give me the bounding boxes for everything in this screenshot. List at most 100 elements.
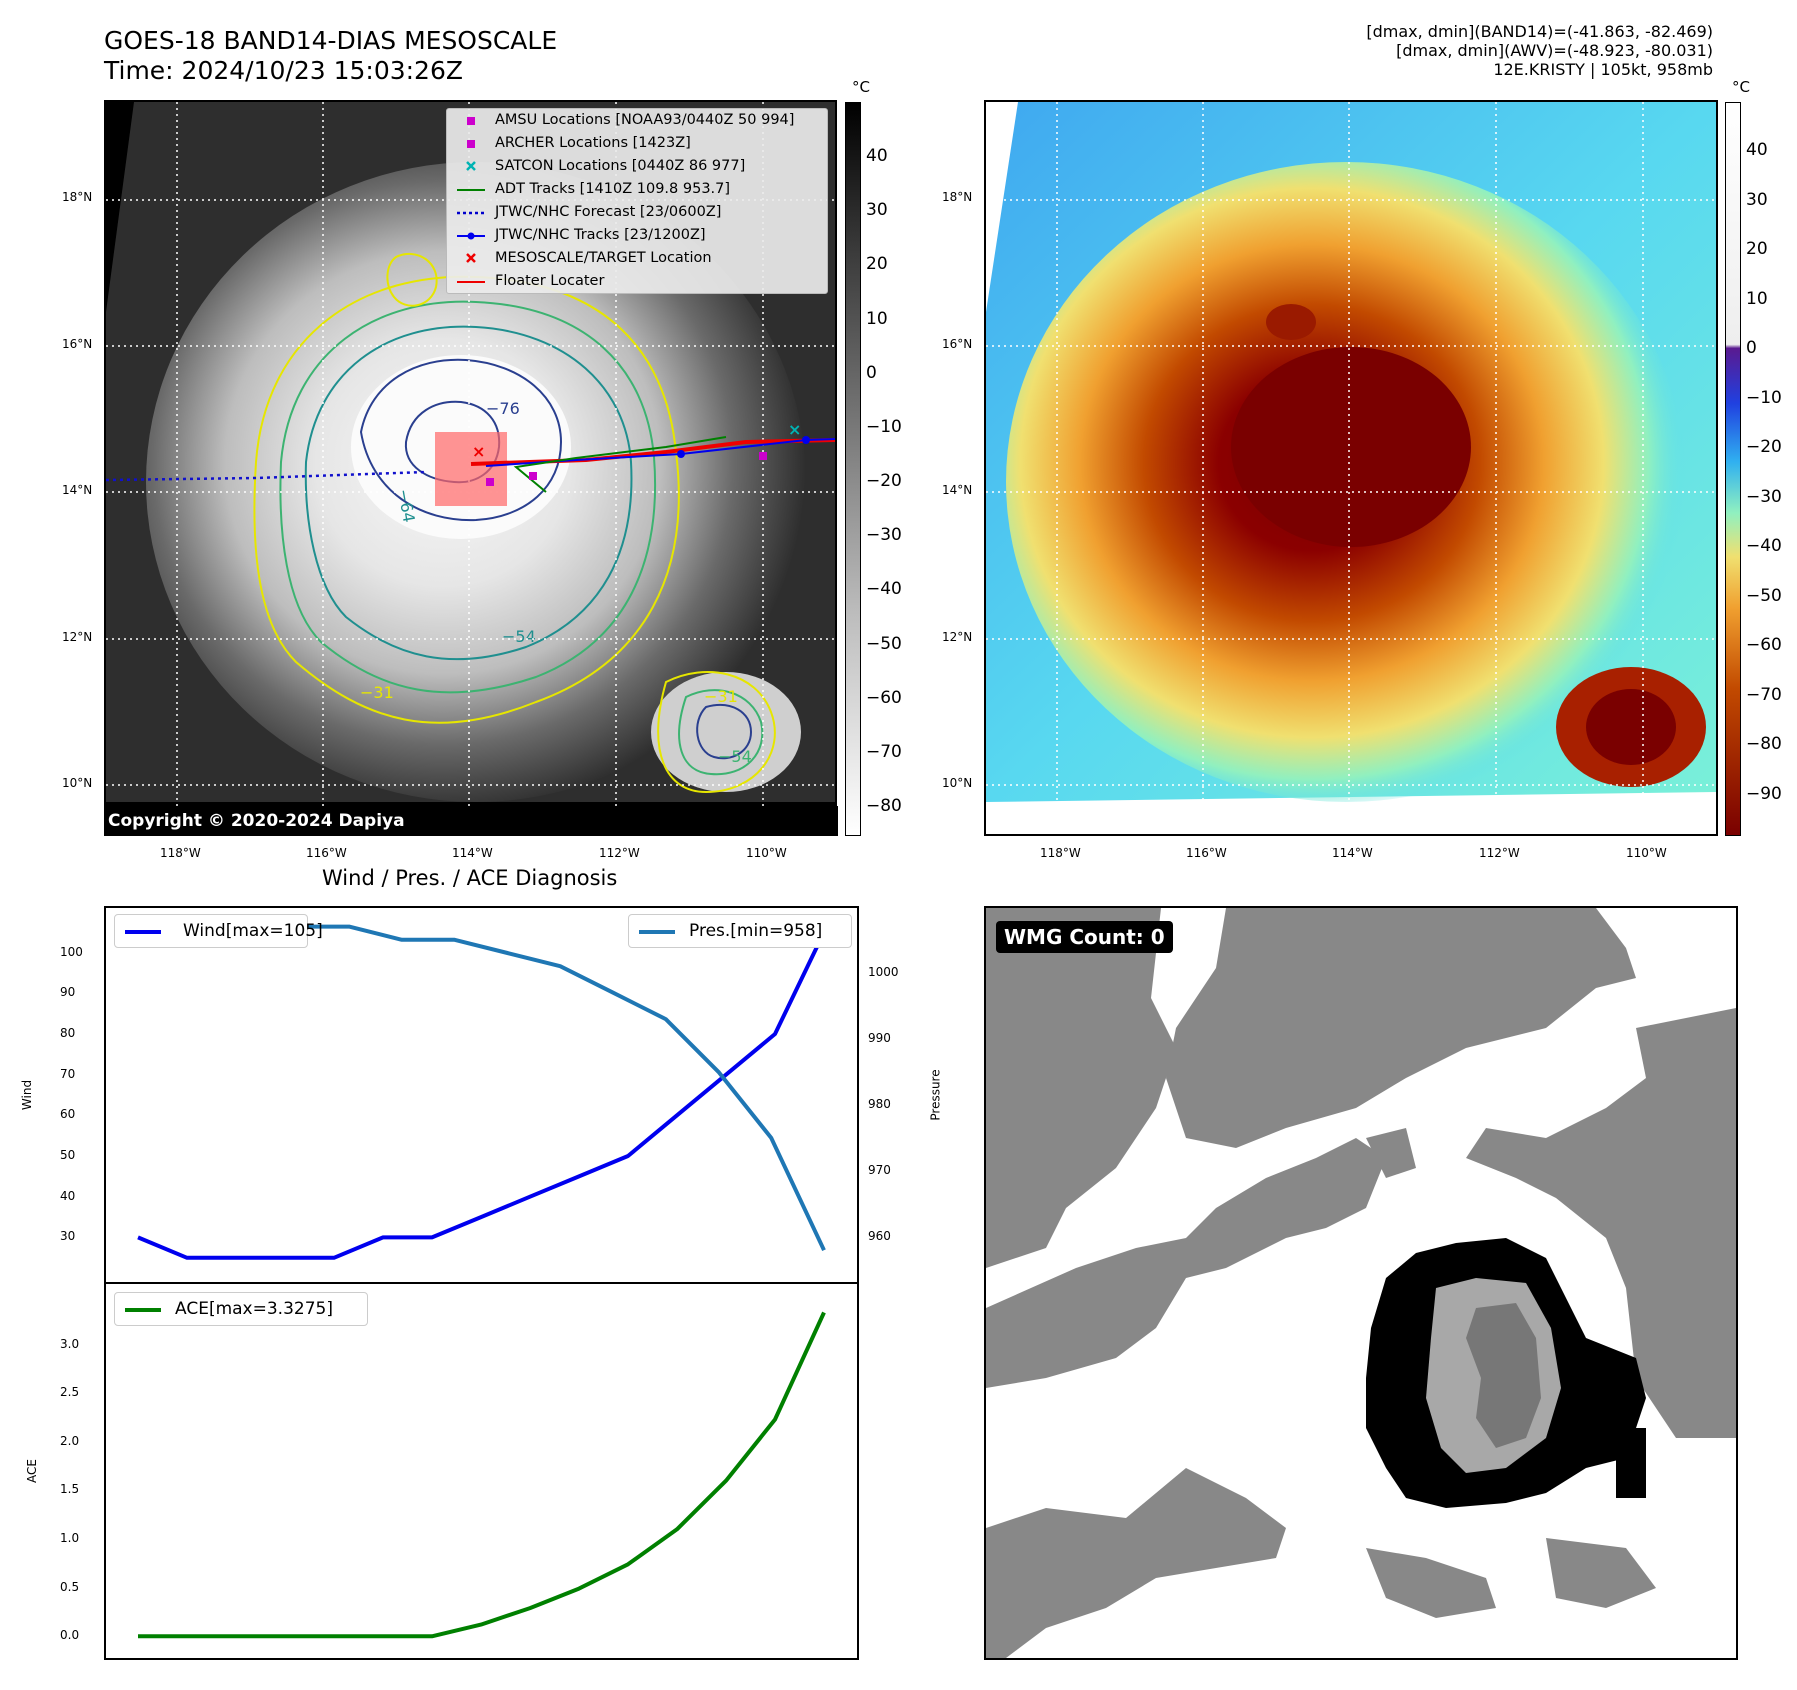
adt-track <box>513 436 727 493</box>
awv-range: [dmax, dmin](AWV)=(-48.923, -80.031) <box>1396 41 1713 60</box>
wind-pres-plot <box>137 924 826 1260</box>
lon-label: 114°W <box>1332 846 1373 860</box>
lat-label: 14°N <box>62 483 93 497</box>
wind-ytick: 80 <box>60 1025 76 1040</box>
contour-label: −54 <box>502 627 536 646</box>
colorbar-right <box>1725 102 1741 836</box>
ace-chart: ACE[max=3.3275] <box>104 1282 859 1660</box>
diagnosis-title: Wind / Pres. / ACE Diagnosis <box>322 866 618 890</box>
pressure-ytick: 960 <box>868 1228 891 1243</box>
contour-label: −54 <box>718 747 752 766</box>
wind-ytick: 90 <box>60 985 76 1000</box>
colorbar-tick: 40 <box>866 146 888 166</box>
legend-item-satcon: SATCON Locations [0440Z 86 977] <box>447 155 827 178</box>
wind-pres-chart: Wind[max=105] Pres.[min=958] <box>104 906 859 1284</box>
colorbar-tick: 10 <box>1746 288 1768 309</box>
figure-title: GOES-18 BAND14-DIAS MESOSCALE Time: 2024… <box>104 26 557 86</box>
lon-label: 114°W <box>452 846 493 860</box>
lat-label: 18°N <box>942 190 973 204</box>
colorbar-tick: 40 <box>1746 140 1768 160</box>
colorbar-tick: −20 <box>866 471 902 491</box>
legend-item-floater: Floater Locater <box>457 273 605 289</box>
wind-line <box>137 931 826 1260</box>
colorbar-tick: 0 <box>1746 338 1757 359</box>
pressure-ytick: 990 <box>868 1030 891 1045</box>
color-ir-map <box>986 102 1716 834</box>
colorbar-tick: −60 <box>866 687 902 708</box>
storm-info: 12E.KRISTY | 105kt, 958mb <box>1493 60 1713 79</box>
legend-item-amsu: AMSU Locations [NOAA93/0440Z 50 994] <box>447 109 827 132</box>
colorbar-tick: 10 <box>866 308 888 329</box>
lon-label: 110°W <box>746 846 787 860</box>
ace-axis-label: ACE <box>24 1459 39 1483</box>
legend-item-forecast: JTWC/NHC Forecast [23/0600Z] <box>457 204 722 220</box>
ace-ytick: 1.5 <box>60 1482 80 1497</box>
colorbar-tick: 20 <box>1746 239 1768 260</box>
band14-range: [dmax, dmin](BAND14)=(-41.863, -82.469) <box>1366 22 1713 41</box>
colorbar-tick: 30 <box>1746 189 1768 210</box>
lon-label: 112°W <box>1479 846 1520 860</box>
pressure-ytick: 970 <box>868 1162 891 1177</box>
wind-ytick: 40 <box>60 1188 76 1203</box>
title-line-1: GOES-18 BAND14-DIAS MESOSCALE <box>104 26 558 55</box>
colorbar-tick: −40 <box>1746 536 1782 557</box>
lon-label: 112°W <box>599 846 640 860</box>
copyright: Copyright © 2020-2024 Dapiya <box>104 806 838 836</box>
legend-item-jtwc-tracks: JTWC/NHC Tracks [23/1200Z] <box>447 224 827 247</box>
lat-label: 10°N <box>62 776 93 790</box>
mesoscale-target-box <box>435 432 507 506</box>
ace-ytick: 3.0 <box>60 1336 80 1351</box>
colorbar-tick: −90 <box>1746 784 1782 804</box>
lat-label: 10°N <box>942 776 973 790</box>
wmg-grid <box>986 908 1736 1658</box>
wind-axis-label: Wind <box>20 1079 35 1111</box>
ace-ytick: 2.0 <box>60 1433 80 1448</box>
wind-legend-label: Wind[max=105] <box>183 921 323 941</box>
colorbar-tick: 30 <box>866 200 888 221</box>
legend-item-mesoscale: MESOSCALE/TARGET Location <box>447 247 827 270</box>
lat-label: 12°N <box>62 630 93 644</box>
colorbar-tick: −50 <box>866 633 902 654</box>
colorbar-tick: −60 <box>1746 635 1782 656</box>
color-ir-map-panel <box>984 100 1718 836</box>
lat-label: 18°N <box>62 190 93 204</box>
lon-label: 116°W <box>306 846 347 860</box>
title-line-2: Time: 2024/10/23 15:03:26Z <box>104 56 463 85</box>
lon-label: 118°W <box>1040 846 1081 860</box>
header-stats: [dmax, dmin](BAND14)=(-41.863, -82.469) … <box>1366 22 1713 79</box>
colorbar-tick: −30 <box>1746 486 1782 507</box>
colorbar-tick: 20 <box>866 254 888 275</box>
pres-legend-label: Pres.[min=958] <box>689 921 823 941</box>
ace-legend: ACE[max=3.3275] <box>114 1292 368 1326</box>
pres-legend: Pres.[min=958] <box>628 914 852 948</box>
svg-text:×: × <box>472 442 485 461</box>
forecast-track <box>106 470 427 482</box>
ace-ytick: 0.0 <box>60 1628 80 1643</box>
graticule <box>986 102 1716 834</box>
contour-label: −76 <box>486 399 520 418</box>
pressure-axis-label: Pressure <box>928 1069 943 1121</box>
wind-ytick: 70 <box>60 1066 76 1081</box>
lat-label: 16°N <box>942 337 973 351</box>
colorbar-tick: −20 <box>1746 437 1782 458</box>
wind-ytick: 60 <box>60 1107 76 1122</box>
colorbar-left-unit: °C <box>852 78 870 96</box>
pressure-line <box>138 924 826 1252</box>
ace-plot <box>138 1311 826 1639</box>
ir-map-panel: −76 −64 −54 −31 −31 −54 × × <box>104 100 837 836</box>
wind-ytick: 30 <box>60 1229 76 1244</box>
lat-label: 12°N <box>942 630 973 644</box>
lon-label: 110°W <box>1626 846 1667 860</box>
wind-ytick: 100 <box>60 944 83 959</box>
pressure-ytick: 1000 <box>868 964 899 979</box>
colorbar-tick: 0 <box>866 362 877 383</box>
wind-ytick: 50 <box>60 1148 76 1163</box>
legend-item-archer: ARCHER Locations [1423Z] <box>447 132 827 155</box>
colorbar-tick: −10 <box>1746 387 1782 408</box>
colorbar-tick: −80 <box>1746 734 1782 755</box>
contour-label: −31 <box>704 687 738 706</box>
lon-label: 116°W <box>1186 846 1227 860</box>
colorbar-right-unit: °C <box>1732 78 1750 96</box>
colorbar-tick: −40 <box>866 579 902 600</box>
lat-label: 14°N <box>942 483 973 497</box>
